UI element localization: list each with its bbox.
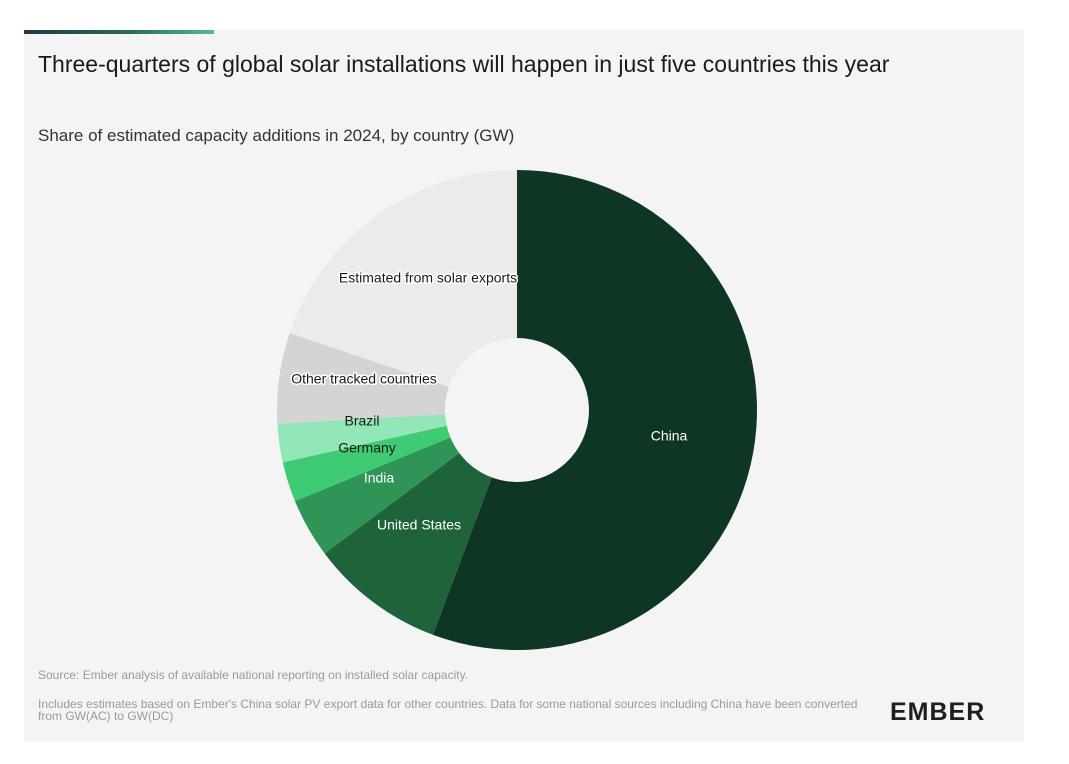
ember-logo: EMBER bbox=[890, 698, 986, 726]
slice-china bbox=[432, 170, 757, 650]
chart-subtitle: Share of estimated capacity additions in… bbox=[38, 126, 515, 145]
label-other-tracked-countries: Other tracked countries bbox=[291, 371, 437, 387]
label-united-states: United States bbox=[377, 517, 461, 533]
slice-other-tracked-countries bbox=[277, 332, 449, 424]
label-brazil: Brazil bbox=[344, 413, 379, 429]
label-germany: Germany bbox=[338, 440, 396, 456]
source-note: Source: Ember analysis of available nati… bbox=[38, 668, 469, 682]
accent-bar bbox=[24, 30, 214, 34]
label-india: India bbox=[364, 470, 395, 486]
methodology-note: Includes estimates based on Ember's Chin… bbox=[38, 697, 858, 723]
slice-estimated-from-solar-exports bbox=[289, 170, 517, 387]
slice-india bbox=[294, 437, 460, 554]
slice-germany bbox=[282, 425, 451, 502]
label-china: China bbox=[651, 428, 688, 444]
slice-united-states bbox=[324, 453, 492, 635]
slice-brazil bbox=[277, 414, 447, 463]
label-estimated-from-solar-exports: Estimated from solar exports bbox=[339, 270, 517, 286]
chart-title: Three-quarters of global solar installat… bbox=[38, 51, 890, 77]
